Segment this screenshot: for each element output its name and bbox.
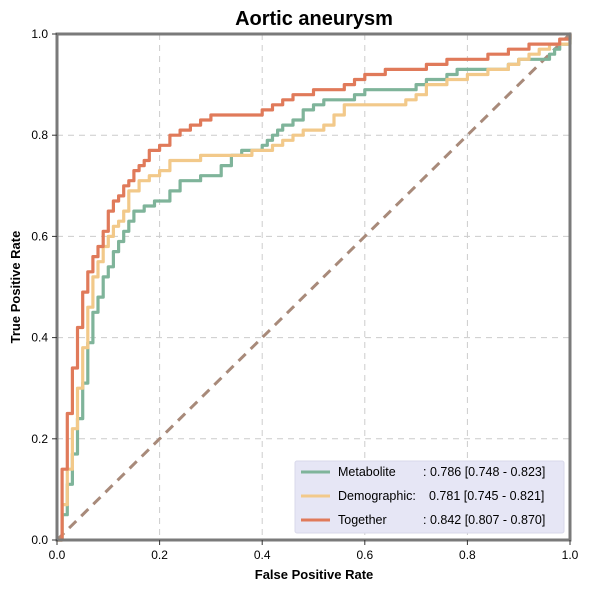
legend-score-demographic: 0.781 [0.745 - 0.821] xyxy=(429,489,544,503)
x-axis-label: False Positive Rate xyxy=(255,567,374,582)
legend-score-together: : 0.842 [0.807 - 0.870] xyxy=(423,513,545,527)
x-tick-label: 0.0 xyxy=(49,548,66,562)
x-tick-label: 0.8 xyxy=(459,548,476,562)
x-tick-label: 0.4 xyxy=(254,548,271,562)
legend: Metabolite : 0.786 [0.748 - 0.823] Demog… xyxy=(294,460,565,534)
y-axis-ticks: 0.0 0.2 0.4 0.6 0.8 1.0 xyxy=(31,27,57,547)
chance-line xyxy=(55,32,572,542)
diagonal-reference-line xyxy=(55,32,572,542)
legend-box xyxy=(294,460,565,534)
x-axis-ticks: 0.0 0.2 0.4 0.6 0.8 1.0 xyxy=(49,540,579,562)
x-tick-label: 0.6 xyxy=(356,548,373,562)
legend-name-together: Together xyxy=(338,513,387,527)
y-tick-label: 1.0 xyxy=(31,27,48,41)
plot-frame xyxy=(55,32,572,542)
y-tick-label: 0.0 xyxy=(31,533,48,547)
legend-name-demographic: Demographic: xyxy=(338,489,416,503)
x-tick-label: 0.2 xyxy=(151,548,168,562)
chart-title: Aortic aneurysm xyxy=(235,8,393,30)
roc-curve-demographic xyxy=(55,32,572,542)
y-axis-label: True Positive Rate xyxy=(8,231,23,344)
x-tick-label: 1.0 xyxy=(562,548,579,562)
y-tick-label: 0.6 xyxy=(31,229,48,243)
grid-lines xyxy=(57,34,570,540)
roc-curve-together xyxy=(55,32,572,542)
y-tick-label: 0.2 xyxy=(31,432,48,446)
roc-curves xyxy=(55,32,572,542)
legend-score-metabolite: : 0.786 [0.748 - 0.823] xyxy=(423,465,545,479)
legend-name-metabolite: Metabolite xyxy=(338,465,396,479)
y-tick-label: 0.4 xyxy=(31,331,48,345)
roc-curve-metabolite xyxy=(55,32,572,542)
y-tick-label: 0.8 xyxy=(31,128,48,142)
